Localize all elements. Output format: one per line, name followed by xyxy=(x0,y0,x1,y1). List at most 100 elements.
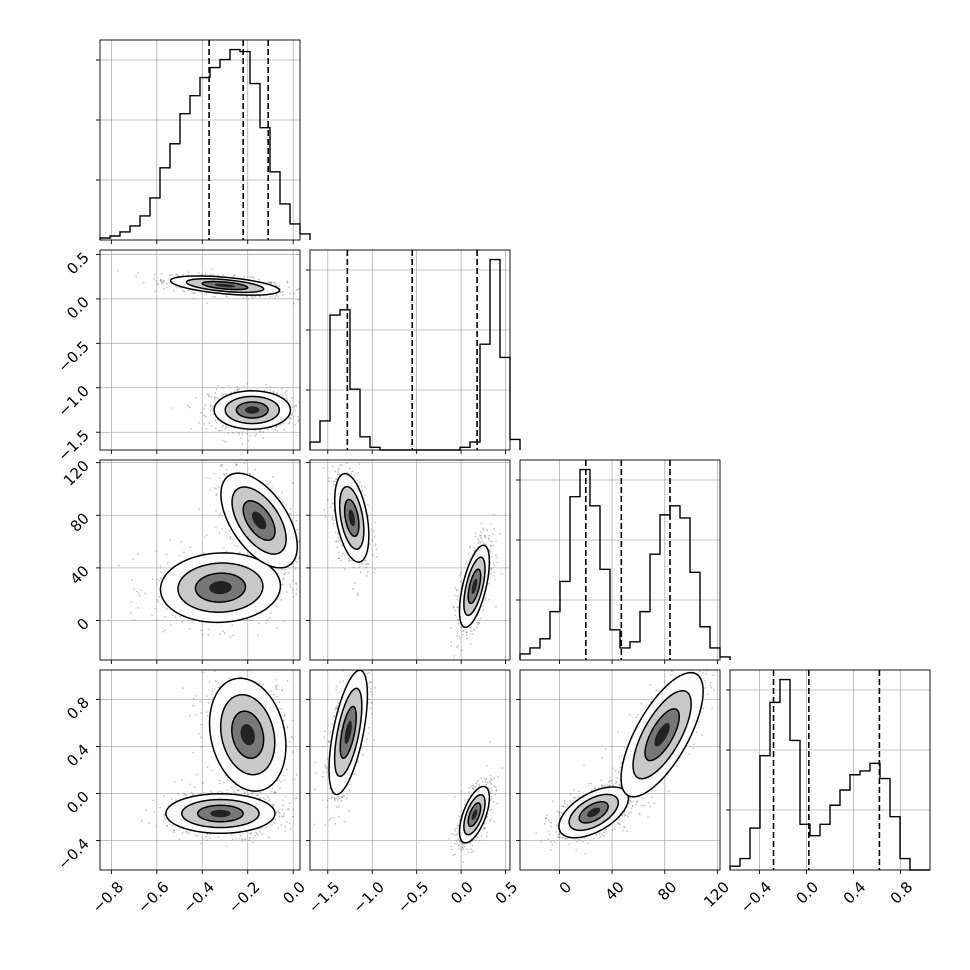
sample-point xyxy=(160,278,163,281)
density-contour xyxy=(214,283,236,288)
sample-point xyxy=(215,493,218,496)
sample-point xyxy=(465,560,468,563)
sample-point xyxy=(205,415,207,418)
sample-point xyxy=(202,781,205,784)
sample-point xyxy=(291,397,293,399)
sample-point xyxy=(482,527,485,530)
sample-point xyxy=(234,792,237,795)
sample-point xyxy=(211,690,214,693)
sample-point xyxy=(298,400,300,403)
sample-point xyxy=(255,832,258,834)
sample-point xyxy=(259,296,262,298)
sample-point xyxy=(251,841,254,844)
sample-point xyxy=(271,803,274,806)
sample-point xyxy=(212,295,215,298)
sample-point xyxy=(474,535,477,538)
sample-point xyxy=(245,663,247,665)
sample-point xyxy=(243,667,245,669)
sample-point xyxy=(326,499,329,501)
sample-point xyxy=(206,301,209,304)
sample-point xyxy=(285,394,288,397)
sample-point xyxy=(332,522,335,525)
sample-point xyxy=(484,597,487,600)
sample-point xyxy=(241,840,244,843)
sample-point xyxy=(455,666,457,668)
sample-point xyxy=(222,782,225,784)
sample-point xyxy=(292,815,294,818)
sample-point xyxy=(256,833,259,836)
sample-point xyxy=(206,833,209,836)
sample-point xyxy=(243,838,246,841)
sample-point xyxy=(132,558,135,560)
sample-point xyxy=(297,420,300,423)
sample-point xyxy=(233,790,235,793)
sample-point xyxy=(295,588,298,591)
sample-point xyxy=(230,786,233,789)
sample-point xyxy=(317,578,319,580)
sample-point xyxy=(272,391,275,393)
sample-point xyxy=(240,667,242,669)
sample-point xyxy=(272,803,275,806)
sample-point xyxy=(292,596,295,598)
sample-point xyxy=(212,274,215,276)
sample-point xyxy=(338,538,341,541)
sample-point xyxy=(321,289,323,291)
sample-point xyxy=(455,589,458,591)
sample-point xyxy=(306,548,308,550)
sample-point xyxy=(158,579,161,582)
sample-point xyxy=(251,792,254,794)
sample-point xyxy=(195,694,197,697)
sample-point xyxy=(312,540,314,542)
sample-point xyxy=(260,827,263,829)
sample-point xyxy=(203,422,206,425)
sample-point xyxy=(249,832,252,835)
sample-point xyxy=(297,419,300,422)
sample-point xyxy=(284,830,287,833)
sample-point xyxy=(226,296,228,298)
sample-point xyxy=(278,496,281,499)
sample-point xyxy=(337,536,339,539)
sample-point xyxy=(332,519,335,522)
sample-point xyxy=(347,560,350,563)
sample-point xyxy=(246,383,249,385)
sample-point xyxy=(477,622,480,624)
sample-point xyxy=(460,626,463,629)
sample-point xyxy=(236,389,239,392)
sample-point xyxy=(163,817,166,820)
sample-point xyxy=(374,568,376,571)
sample-point xyxy=(487,538,490,540)
sample-point xyxy=(488,548,491,551)
histogram-step xyxy=(729,678,930,871)
sample-point xyxy=(360,562,363,564)
sample-point xyxy=(327,480,330,483)
sample-point xyxy=(283,573,286,576)
sample-point xyxy=(274,282,277,285)
sample-point xyxy=(482,542,485,545)
sample-point xyxy=(145,809,148,812)
sample-point xyxy=(275,685,277,687)
sample-point xyxy=(181,778,184,781)
sample-point xyxy=(225,845,228,848)
sample-point xyxy=(301,557,303,559)
sample-point xyxy=(136,590,138,593)
sample-point xyxy=(302,564,304,566)
sample-point xyxy=(290,586,292,589)
sample-point xyxy=(457,594,459,597)
sample-point xyxy=(270,823,273,826)
y-tick-label: 0.0 xyxy=(63,293,93,323)
sample-point xyxy=(459,571,462,574)
sample-point xyxy=(337,551,340,554)
sample-point xyxy=(277,809,280,812)
sample-point xyxy=(315,626,317,628)
sample-point xyxy=(174,780,176,783)
sample-point xyxy=(374,543,377,546)
sample-point xyxy=(243,663,245,665)
sample-point xyxy=(207,633,210,636)
sample-point xyxy=(495,605,497,608)
sample-point xyxy=(286,280,288,283)
density-contour xyxy=(251,511,267,530)
sample-point xyxy=(159,280,162,283)
sample-point xyxy=(151,578,154,581)
sample-point xyxy=(288,421,291,424)
sample-point xyxy=(366,562,369,565)
